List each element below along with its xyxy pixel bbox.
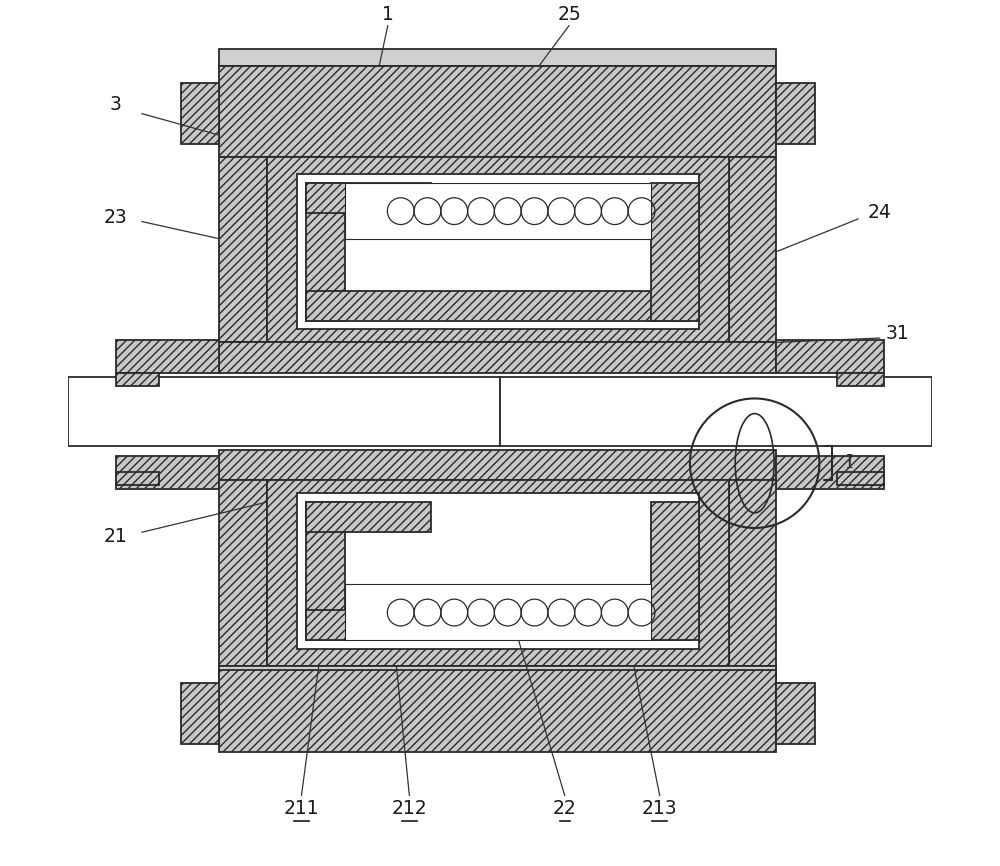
Bar [219,66,776,157]
Bar [116,472,159,485]
Bar [219,157,267,342]
Bar [345,584,651,640]
Bar [306,183,431,213]
Bar [729,481,776,666]
Bar [651,502,699,640]
Bar [837,472,884,485]
Bar [500,377,932,446]
Bar [267,481,729,666]
Text: 211: 211 [284,799,319,818]
Bar [306,610,690,640]
Bar [116,339,219,372]
Bar [219,342,776,372]
Bar [306,183,345,320]
Bar [181,683,219,744]
Bar [116,456,219,489]
Bar [297,494,699,649]
Text: 21: 21 [104,527,128,546]
Bar [219,666,776,688]
Bar [219,481,267,666]
Bar [306,502,431,533]
Text: 3: 3 [110,95,122,114]
Bar [776,83,815,144]
Bar [306,502,345,640]
Bar [219,670,776,753]
Text: 213: 213 [642,799,678,818]
Text: 25: 25 [557,5,581,24]
Bar [267,157,729,342]
Bar [776,456,884,489]
Bar [776,683,815,744]
Bar [116,372,159,385]
Bar [68,377,500,446]
Bar [651,183,699,320]
Bar [776,339,884,372]
Text: 1: 1 [382,5,394,24]
Text: 31: 31 [885,324,909,343]
Bar [181,83,219,144]
Text: 23: 23 [104,208,128,227]
Bar [729,157,776,342]
Text: I: I [846,454,853,472]
Bar [219,48,776,66]
Text: 22: 22 [553,799,577,818]
Bar [297,174,699,329]
Bar [837,372,884,385]
Bar [345,183,651,239]
Bar [219,450,776,481]
Bar [306,291,690,320]
Text: 24: 24 [868,204,892,223]
Text: 212: 212 [392,799,427,818]
